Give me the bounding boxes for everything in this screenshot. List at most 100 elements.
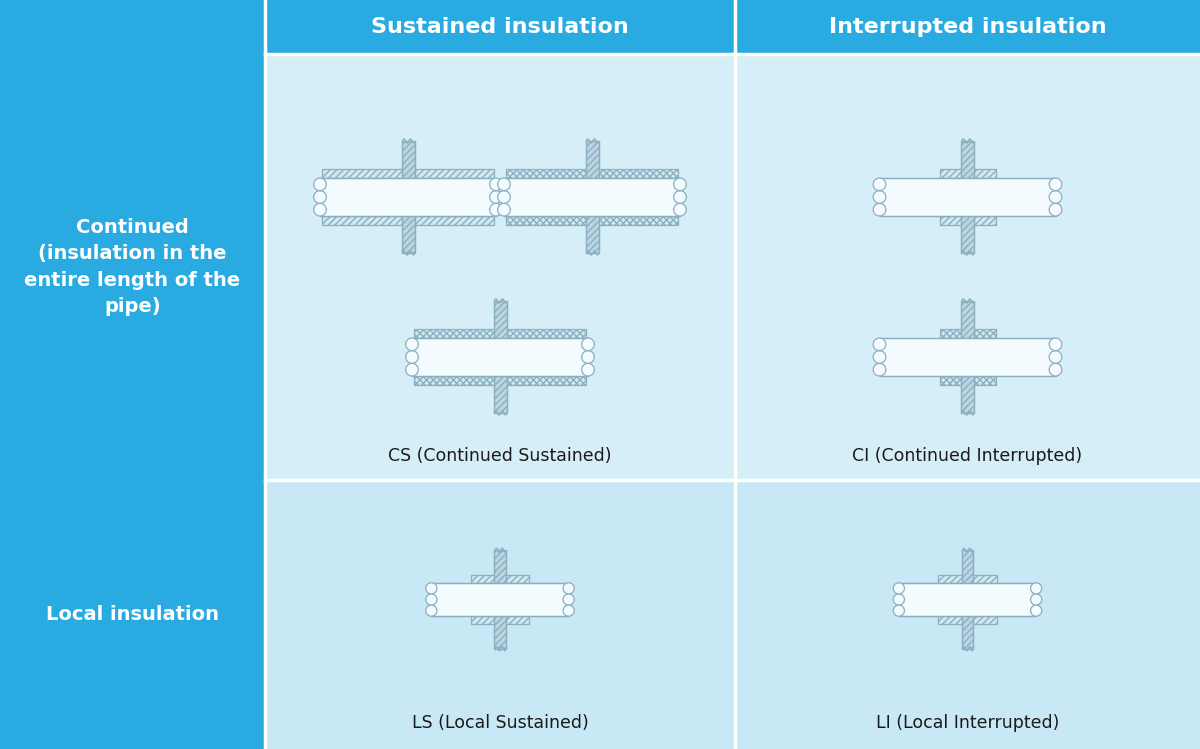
Text: LI (Local Interrupted): LI (Local Interrupted) <box>876 714 1060 732</box>
Bar <box>586 141 599 181</box>
Circle shape <box>1031 594 1042 605</box>
Bar <box>564 181 620 213</box>
Text: Interrupted insulation: Interrupted insulation <box>829 17 1106 37</box>
Bar <box>322 216 494 225</box>
Bar <box>493 301 506 341</box>
Bar <box>494 613 505 649</box>
Bar <box>940 181 996 213</box>
Bar <box>586 213 599 253</box>
Bar <box>402 141 414 181</box>
Bar <box>899 583 1036 616</box>
Circle shape <box>673 191 686 203</box>
Circle shape <box>406 351 419 363</box>
Bar <box>412 338 588 376</box>
Bar <box>943 586 992 613</box>
Bar <box>506 169 678 178</box>
Circle shape <box>1049 191 1062 203</box>
Bar <box>493 373 506 413</box>
Bar <box>475 586 524 613</box>
Circle shape <box>313 191 326 203</box>
Bar <box>940 341 996 373</box>
Bar <box>938 575 996 583</box>
Bar <box>940 376 996 385</box>
Bar <box>940 169 996 178</box>
Bar <box>322 216 494 225</box>
Bar <box>961 141 974 181</box>
Bar <box>961 613 973 649</box>
Bar <box>940 216 996 225</box>
Bar <box>475 586 524 613</box>
Bar <box>506 169 678 178</box>
Bar <box>322 169 494 178</box>
Bar <box>506 216 678 225</box>
Circle shape <box>498 203 510 216</box>
Bar <box>938 616 996 624</box>
Circle shape <box>498 191 510 203</box>
Bar <box>940 341 996 373</box>
Bar <box>940 216 996 225</box>
Bar <box>414 329 586 338</box>
Bar <box>402 213 414 253</box>
Circle shape <box>1031 583 1042 594</box>
Text: LS (Local Sustained): LS (Local Sustained) <box>412 714 588 732</box>
Bar <box>506 216 678 225</box>
Bar <box>880 338 1056 376</box>
Text: Continued
(insulation in the
entire length of the
pipe): Continued (insulation in the entire leng… <box>24 218 240 316</box>
Bar <box>320 178 496 216</box>
Bar <box>586 213 599 253</box>
Bar <box>265 480 734 749</box>
Bar <box>938 616 996 624</box>
Circle shape <box>1049 338 1062 351</box>
Bar <box>938 575 996 583</box>
Bar <box>961 301 974 341</box>
Bar <box>494 551 505 586</box>
Circle shape <box>893 605 905 616</box>
Bar <box>470 616 529 624</box>
Text: CS (Continued Sustained): CS (Continued Sustained) <box>389 447 612 465</box>
Bar <box>504 178 680 216</box>
Circle shape <box>582 351 594 363</box>
Circle shape <box>406 363 419 376</box>
Bar <box>940 181 996 213</box>
Text: Sustained insulation: Sustained insulation <box>371 17 629 37</box>
Bar <box>414 376 586 385</box>
Bar <box>940 169 996 178</box>
Circle shape <box>563 594 575 605</box>
Circle shape <box>1031 605 1042 616</box>
Circle shape <box>874 351 886 363</box>
Bar <box>472 341 528 373</box>
Text: CI (Continued Interrupted): CI (Continued Interrupted) <box>852 447 1082 465</box>
Circle shape <box>563 605 575 616</box>
Circle shape <box>426 594 437 605</box>
Bar <box>961 551 973 586</box>
Bar <box>493 373 506 413</box>
Bar <box>322 169 494 178</box>
Circle shape <box>406 338 419 351</box>
Bar <box>493 301 506 341</box>
Circle shape <box>673 178 686 191</box>
Bar <box>961 213 974 253</box>
Circle shape <box>1049 351 1062 363</box>
Bar <box>961 141 974 181</box>
Bar <box>431 583 569 616</box>
Bar <box>470 575 529 583</box>
Circle shape <box>426 605 437 616</box>
Bar <box>472 341 528 373</box>
Circle shape <box>1049 363 1062 376</box>
Bar <box>380 181 436 213</box>
Circle shape <box>874 338 886 351</box>
Bar <box>414 376 586 385</box>
Circle shape <box>313 203 326 216</box>
Bar <box>961 213 974 253</box>
Circle shape <box>498 178 510 191</box>
Bar <box>265 54 734 480</box>
Bar <box>734 54 1200 480</box>
Bar <box>402 141 414 181</box>
Circle shape <box>874 363 886 376</box>
Bar <box>494 613 505 649</box>
Bar <box>961 551 973 586</box>
Bar <box>961 613 973 649</box>
Circle shape <box>1049 178 1062 191</box>
Bar <box>940 329 996 338</box>
Bar <box>943 586 992 613</box>
